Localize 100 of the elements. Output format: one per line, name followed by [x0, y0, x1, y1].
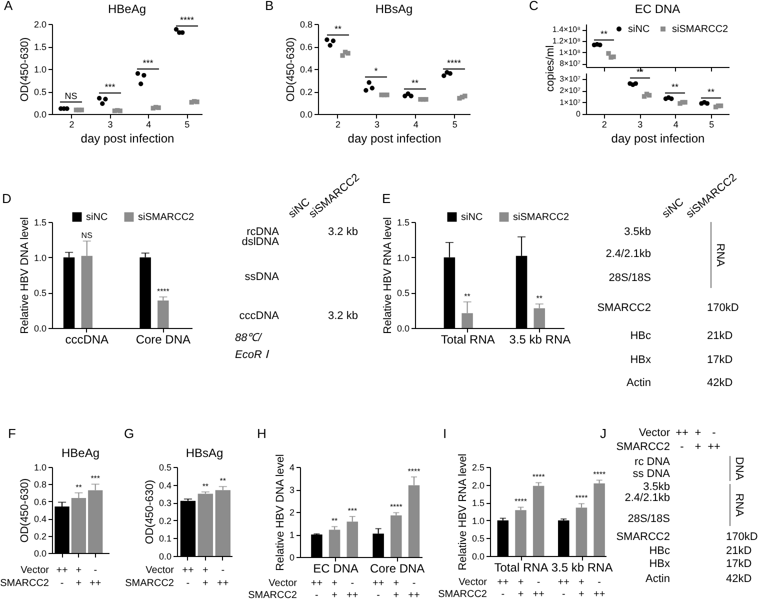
- text: Vector: [20, 565, 50, 576]
- chart-title: EC DNA: [634, 2, 680, 16]
- point: [156, 105, 161, 110]
- category-label: 170kD: [726, 531, 758, 543]
- text: RNA: [733, 493, 745, 518]
- point: [704, 101, 710, 106]
- data-label: ****: [390, 502, 402, 512]
- text: G: [124, 426, 134, 441]
- y-tick-label: 0.0: [158, 552, 172, 562]
- text: DNA: [733, 456, 745, 481]
- point: [194, 100, 200, 104]
- text: -: [501, 589, 505, 600]
- text: -: [562, 589, 566, 600]
- text: H: [257, 426, 266, 441]
- point: [174, 27, 179, 32]
- point: [118, 108, 122, 114]
- x-axis-title: day post infection: [611, 132, 705, 146]
- y-tick-label: 1.0: [34, 64, 46, 74]
- y-tick-label: 0.0: [472, 552, 484, 562]
- text: ++: [558, 577, 570, 588]
- x-tick-label: EC DNA: [313, 562, 358, 576]
- point: [442, 73, 446, 78]
- text: Vector: [458, 577, 488, 588]
- y-tick-label: 4: [289, 462, 294, 472]
- point: [100, 101, 105, 106]
- y-tick-label: 1.5: [34, 218, 46, 228]
- y-axis-title: OD(450-630): [18, 37, 31, 102]
- y-tick-label: 1.4×10⁸: [552, 25, 580, 34]
- y-tick-label: 1×10⁷: [560, 98, 581, 107]
- annotation: **: [671, 82, 679, 92]
- annotation: **: [600, 29, 608, 39]
- category-label: dslDNA: [242, 236, 279, 248]
- category-label: 21kD: [726, 545, 752, 557]
- bar: [71, 498, 86, 553]
- text: SMARCC2: [125, 578, 174, 589]
- text: SMARCC2: [0, 578, 50, 589]
- category-label: ss DNA: [632, 468, 670, 480]
- data-label: ****: [593, 470, 606, 480]
- point: [408, 94, 414, 98]
- text: ++: [408, 590, 420, 601]
- data-label: ***: [90, 474, 100, 484]
- y-axis-title: Relative HBV DNA level: [18, 217, 31, 334]
- text: ++: [497, 577, 509, 588]
- text: D: [2, 191, 12, 206]
- y-tick-label: 0.0: [34, 110, 46, 120]
- text: ++: [182, 565, 194, 576]
- point: [180, 30, 185, 35]
- y-tick-label: 1: [289, 530, 294, 540]
- y-tick-label: 0.2: [158, 516, 172, 526]
- bar: [515, 510, 526, 556]
- point: [364, 88, 368, 93]
- bar: [158, 300, 169, 328]
- text: A: [4, 0, 13, 13]
- y-tick-label: 0.4: [158, 480, 172, 490]
- point: [324, 37, 330, 42]
- annotation: **: [411, 78, 419, 88]
- x-tick-label: 3.5 kb RNA: [551, 560, 613, 574]
- annotation: ****: [446, 58, 462, 68]
- category-label: 170kD: [707, 302, 739, 314]
- y-tick-label: 1.0: [34, 462, 46, 472]
- y-tick-label: 0.8: [34, 480, 46, 490]
- x-tick-label: 5: [709, 120, 714, 130]
- point: [138, 82, 144, 86]
- y-axis-title: OD(450-630): [144, 480, 156, 544]
- annotation: **: [707, 87, 715, 97]
- point: [142, 72, 146, 78]
- category-label: SMARCC2: [616, 531, 670, 543]
- y-tick-label: 2.0: [472, 480, 484, 490]
- point: [424, 97, 428, 102]
- y-tick-label: 1.0: [396, 252, 410, 263]
- text: -: [680, 441, 684, 453]
- y-tick-label: 0.8: [300, 20, 312, 30]
- x-tick-label: 2: [602, 120, 607, 130]
- text: -: [315, 590, 318, 601]
- x-tick-label: 3.5 kb RNA: [509, 332, 571, 346]
- y-tick-label: 0.6: [34, 496, 46, 507]
- data-label: ***: [348, 506, 358, 516]
- point: [669, 96, 674, 102]
- text: +: [578, 577, 585, 588]
- y-tick-label: 0: [576, 110, 582, 118]
- text: -: [712, 427, 716, 439]
- chart-title: HBeAg: [61, 446, 100, 460]
- y-tick-label: 0.0: [396, 324, 410, 334]
- x-tick-label: 4: [673, 120, 678, 130]
- annotation: ***: [142, 58, 154, 68]
- x-axis-title: day post infection: [80, 132, 174, 146]
- x-tick-label: Total RNA: [440, 332, 495, 346]
- text: +: [393, 578, 400, 589]
- data-label: **: [331, 516, 338, 526]
- y-tick-label: 0.2: [34, 531, 46, 542]
- y-tick-label: 1.0: [472, 516, 484, 526]
- y-tick-label: 2.0: [34, 20, 46, 30]
- point: [330, 38, 336, 44]
- annotation: NS: [64, 91, 78, 101]
- category-label: 3.2 kb: [328, 226, 358, 238]
- category-label: 28S/18S: [608, 272, 651, 284]
- text: +: [518, 589, 524, 600]
- text: +: [76, 578, 82, 589]
- x-tick-label: Total RNA: [494, 560, 548, 574]
- chart-title: HBsAg: [186, 446, 224, 460]
